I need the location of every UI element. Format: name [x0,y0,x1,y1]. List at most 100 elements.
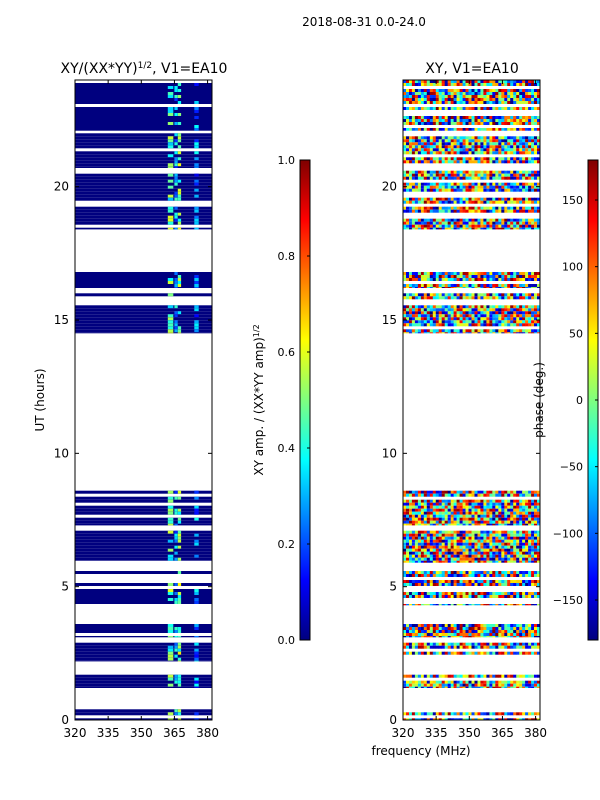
heatmap-cell [522,136,526,140]
heatmap-cell [450,329,454,333]
heatmap-cell [423,511,428,515]
heatmap-cell [498,314,502,318]
heatmap-cell [423,680,428,684]
heatmap-cell [177,145,182,149]
heatmap-cell [498,119,502,122]
heatmap-cell [498,176,502,180]
heatmap-cell [465,674,469,678]
heatmap-cell [522,275,526,278]
heatmap-cell [534,490,538,494]
heatmap-cell [510,627,514,630]
heatmap-cell [513,580,517,583]
heatmap-cell [474,218,478,222]
heatmap-cell [507,224,511,228]
heatmap-cell [438,284,442,287]
heatmap-cell [489,92,493,95]
heatmap-cell [450,272,454,275]
heatmap-cell [471,227,475,230]
heatmap-cell [435,718,440,720]
heatmap-cell [537,595,541,598]
heatmap-cell [519,98,523,101]
heatmap-cell [465,545,469,549]
heatmap-cell [486,490,490,494]
heatmap-cell [504,683,508,687]
heatmap-cell [456,122,460,125]
heatmap-cell [471,308,475,312]
heatmap-cell [429,182,434,186]
heatmap-cell [426,182,431,186]
heatmap-cell [525,642,529,646]
heatmap-cell [474,548,478,552]
heatmap-cell [411,517,416,521]
heatmap-cell [450,536,454,540]
heatmap-cell [489,548,493,552]
heatmap-cell [525,554,529,558]
heatmap-cell [522,148,526,152]
heatmap-cell [441,311,445,315]
heatmap-row [75,523,212,526]
heatmap-cell [483,508,487,512]
heatmap-cell [513,718,517,720]
heatmap-cell [438,560,442,563]
heatmap-cell [468,272,472,275]
heatmap-cell [483,98,487,101]
heatmap-cell [498,718,502,720]
heatmap-row [75,642,212,646]
heatmap-cell [498,95,502,98]
heatmap-cell [534,505,538,509]
heatmap-cell [498,683,502,687]
heatmap-cell [537,718,541,720]
heatmap-cell [403,530,407,534]
heatmap-cell [444,533,448,537]
heatmap-cell [411,539,416,543]
heatmap-cell [480,560,484,563]
heatmap-cell [471,148,475,152]
heatmap-cell [444,530,448,534]
heatmap-cell [474,296,478,300]
heatmap-cell [528,128,532,131]
heatmap-cell [477,107,481,110]
heatmap-cell [403,95,407,98]
heatmap-cell [429,499,434,503]
heatmap-cell [462,176,466,180]
heatmap-cell [411,674,416,678]
heatmap-cell [498,583,502,586]
heatmap-cell [432,122,437,125]
heatmap-cell [411,545,416,549]
heatmap-cell [510,206,514,210]
heatmap-cell [406,530,410,534]
heatmap-cell [462,323,466,327]
heatmap-cell [435,551,440,555]
heatmap-cell [417,580,422,583]
heatmap-cell [501,320,505,324]
heatmap-cell [432,314,437,318]
heatmap-cell [501,173,505,177]
heatmap-cell [468,197,472,201]
heatmap-cell [507,530,511,534]
heatmap-cell [477,95,481,98]
heatmap-row [75,281,212,284]
heatmap-cell [411,557,416,561]
heatmap-cell [426,557,431,561]
heatmap-cell [403,651,407,655]
heatmap-cell [423,142,428,146]
heatmap-cell [471,197,475,201]
heatmap-cell [403,206,407,210]
heatmap-cell [426,176,431,180]
heatmap-cell [462,554,466,558]
heatmap-cell [453,571,457,574]
heatmap-cell [444,548,448,552]
heatmap-cell [480,101,484,104]
heatmap-cell [486,296,490,300]
heatmap-cell [167,530,174,534]
heatmap-cell [453,218,457,222]
heatmap-cell [444,686,448,688]
heatmap-cell [450,533,454,537]
heatmap-cell [519,176,523,180]
heatmap-cell [495,493,499,497]
heatmap-cell [510,674,514,678]
heatmap-cell [537,533,541,537]
heatmap-cell [411,551,416,555]
heatmap-cell [534,221,538,225]
heatmap-cell [477,490,481,494]
